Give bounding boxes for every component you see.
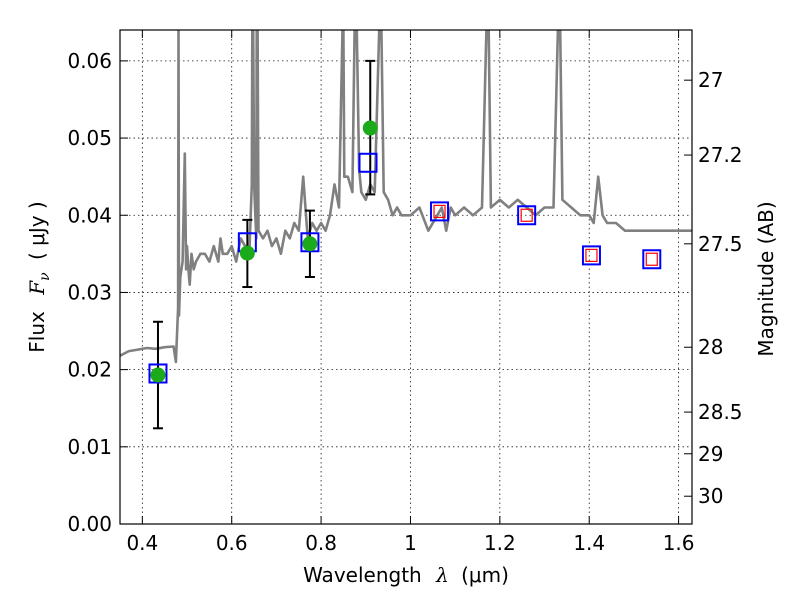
y-tick-label: 0.01 [67,435,112,459]
y-tick-label: 0.06 [67,49,112,73]
green-circle-marker [302,236,318,252]
grid-lines [120,30,692,525]
spectrum-line [120,30,692,364]
x-tick-label: 0.6 [216,531,248,555]
plot-area [120,30,692,430]
red-square-marker [585,248,598,262]
x-axis-label-unit: (μm) [461,563,509,587]
blue-square-marker [430,201,450,222]
x-axis-label-symbol: λ [435,563,449,587]
y-axis-label-symbol: F [25,280,49,296]
blue-square-marker [642,249,662,270]
y-axis-label-subscript: ν [37,272,53,281]
y2-tick-label: 28.5 [698,400,743,424]
y2-tick-label: 29 [698,442,723,466]
green-circle-marker [239,245,255,261]
y2-tick-label: 27 [698,68,723,92]
y-axis-label-unit: ( μJy ) [25,201,49,260]
y2-tick-label: 27.5 [698,232,743,256]
green-circle-marker [150,367,166,383]
x-tick-label: 0.8 [305,531,337,555]
y-axis-label-text: Flux [25,311,49,353]
x-tick-label: 1 [404,531,417,555]
y-tick-label: 0.00 [67,512,112,536]
x-axis-label-text: Wavelength [303,563,422,587]
x-tick-label: 0.4 [126,531,158,555]
axis-ticks: 0.4 0.6 0.8 1 1.2 1.4 1.6 0.00 0.01 0.02 0.03 0.04 0… [67,30,743,555]
blue-square-marker [581,245,601,266]
y-tick-label: 0.04 [67,203,112,227]
y-tick-label: 0.02 [67,358,112,382]
x-tick-label: 1.2 [484,531,516,555]
y2-tick-label: 28 [698,335,723,359]
y-axis-label: Flux Fν ( μJy ) [25,201,54,352]
blue-square-marker [517,205,537,226]
red-square-marker [645,252,658,266]
x-axis-label: Wavelength λ (μm) [303,563,509,587]
y-tick-label: 0.03 [67,280,112,304]
y-tick-label: 0.05 [67,126,112,150]
y2-tick-label: 30 [698,484,723,508]
plot-frame [119,29,693,525]
green-circle-marker [362,120,378,136]
x-tick-label: 1.4 [573,531,605,555]
y2-axis-label: Magnitude (AB) [754,201,778,356]
red-square-marker [433,204,446,218]
y2-tick-label: 27.2 [698,143,743,167]
red-square-marker [520,208,533,222]
blue-square-marker [358,152,378,173]
x-tick-label: 1.6 [663,531,695,555]
